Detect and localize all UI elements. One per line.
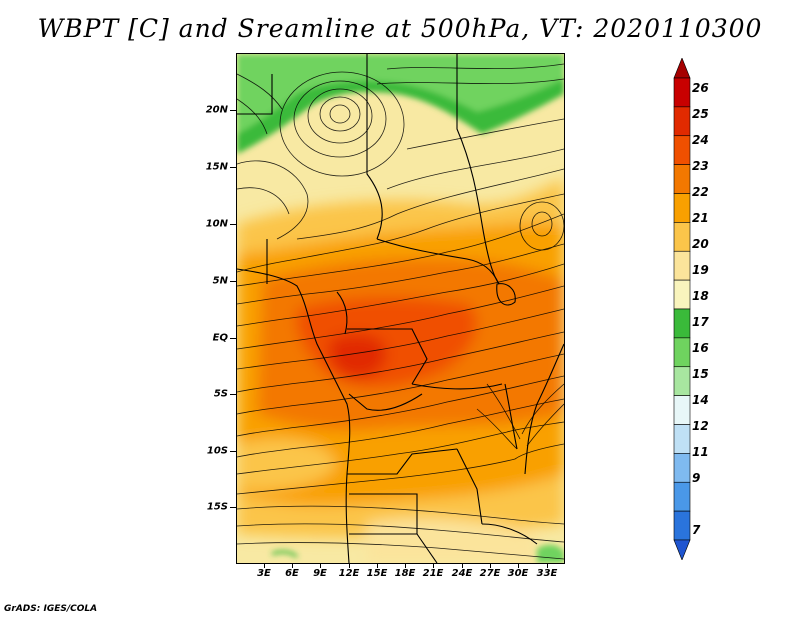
colorbar-label: 12: [692, 419, 709, 433]
colorbar-label: 17: [692, 315, 709, 329]
colorbar-segment: [673, 222, 691, 252]
colorbar-segment: [673, 481, 691, 512]
lon-tick: [292, 563, 293, 568]
colorbar-segment: [673, 58, 691, 79]
lat-label-15s: 15S: [206, 501, 228, 513]
lat-label-eq: EQ: [212, 332, 228, 344]
colorbar-segment: [673, 106, 691, 137]
lon-label-15e: 15E: [366, 568, 388, 579]
lon-tick: [405, 563, 406, 568]
colorbar-label: 24: [692, 133, 709, 147]
colorbar-segment: [673, 308, 691, 339]
lat-tick: [230, 394, 236, 395]
colorbar-segment: [673, 135, 691, 165]
colorbar: [673, 58, 691, 560]
colorbar-label: 14: [692, 393, 709, 407]
colorbar-segment: [673, 164, 691, 194]
colorbar-label: 23: [692, 159, 709, 173]
lon-label-24e: 24E: [451, 568, 473, 579]
lon-label-27e: 27E: [479, 568, 501, 579]
colorbar-label: 11: [692, 445, 709, 459]
lat-tick: [230, 281, 236, 282]
lat-tick: [230, 224, 236, 225]
figure-title: WBPT [C] and Sreamline at 500hPa, VT: 20…: [37, 14, 763, 43]
colorbar-segment: [673, 193, 691, 223]
colorbar-segment: [673, 424, 691, 454]
grads-credit: GrADS: IGES/COLA: [4, 604, 98, 614]
lat-label-10n: 10N: [205, 218, 228, 230]
colorbar-segment: [673, 279, 691, 310]
lat-label-5n: 5N: [212, 275, 228, 287]
lon-tick: [490, 563, 491, 568]
lat-label-10s: 10S: [206, 445, 228, 457]
colorbar-label: 16: [692, 341, 709, 355]
lat-label-15n: 15N: [205, 161, 228, 173]
lon-label-3e: 3E: [257, 568, 271, 579]
lon-label-30e: 30E: [507, 568, 529, 579]
colorbar-label: 22: [692, 185, 709, 199]
country-borders: [237, 54, 564, 563]
colorbar-segment: [673, 366, 691, 396]
lon-label-21e: 21E: [422, 568, 444, 579]
colorbar-segment: [673, 510, 691, 541]
colorbar-label: 7: [692, 523, 701, 537]
lat-label-5s: 5S: [213, 388, 228, 400]
lon-tick: [377, 563, 378, 568]
colorbar-label: 21: [692, 211, 709, 225]
lon-tick: [518, 563, 519, 568]
lon-label-18e: 18E: [394, 568, 416, 579]
streamlines: [237, 63, 564, 560]
lat-tick: [230, 110, 236, 111]
colorbar-label: 15: [692, 367, 709, 381]
colorbar-segment: [673, 337, 691, 368]
colorbar-segment: [673, 453, 691, 483]
map-canvas: [237, 54, 564, 563]
lon-tick: [320, 563, 321, 568]
lon-label-33e: 33E: [536, 568, 558, 579]
colorbar-label: 20: [692, 237, 709, 251]
map-panel: [236, 53, 565, 564]
colorbar-label: 19: [692, 263, 709, 277]
colorbar-label: 25: [692, 107, 709, 121]
colorbar-segment: [673, 539, 691, 560]
colorbar-label: 9: [692, 471, 701, 485]
colorbar-label: 18: [692, 289, 709, 303]
lon-tick: [433, 563, 434, 568]
lat-tick: [230, 451, 236, 452]
lon-label-6e: 6E: [285, 568, 299, 579]
lon-label-12e: 12E: [338, 568, 360, 579]
lat-tick: [230, 507, 236, 508]
colorbar-label: 26: [692, 81, 709, 95]
lat-tick: [230, 338, 236, 339]
lon-tick: [264, 563, 265, 568]
lon-tick: [349, 563, 350, 568]
lat-tick: [230, 167, 236, 168]
lat-label-20n: 20N: [205, 104, 228, 116]
temperature-field: [237, 54, 564, 563]
colorbar-segment: [673, 395, 691, 425]
lon-label-9e: 9E: [313, 568, 327, 579]
colorbar-segment: [673, 77, 691, 108]
lon-tick: [462, 563, 463, 568]
lon-tick: [547, 563, 548, 568]
colorbar-segment: [673, 250, 691, 281]
